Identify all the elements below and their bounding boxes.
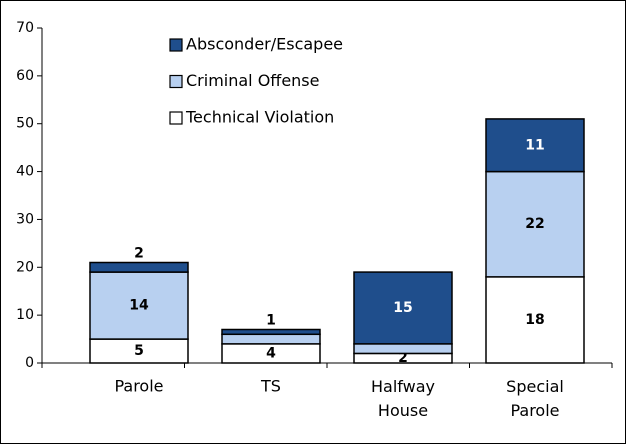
data-label: 14	[129, 298, 149, 314]
legend-swatch	[169, 38, 183, 52]
y-tick-label: 0	[25, 355, 34, 371]
legend-swatch	[169, 74, 183, 89]
legend-label: Absconder/Escapee	[186, 35, 343, 54]
x-tick-label-line: Special	[506, 377, 564, 396]
data-label: 5	[134, 343, 144, 359]
x-tick-label-line: Parole	[510, 401, 559, 420]
x-tick-label: Parole	[114, 377, 163, 396]
data-label: 11	[525, 137, 544, 153]
bar-segment	[221, 333, 321, 345]
bar-segment	[485, 118, 585, 173]
x-tick-label: TS	[260, 377, 281, 396]
bar-segment	[221, 328, 321, 336]
legend-label: Technical Violation	[185, 108, 334, 127]
data-label: 2	[398, 350, 408, 366]
x-tick-label: Halfway House	[371, 377, 435, 420]
x-tick-label-line: Halfway	[371, 377, 435, 396]
bar-segment	[353, 343, 453, 355]
data-label: 1	[266, 313, 276, 329]
bar-segment	[353, 271, 453, 345]
data-label: 22	[525, 216, 544, 232]
legend-swatch	[169, 111, 183, 125]
bar-segment	[89, 261, 189, 273]
data-label: 2	[134, 246, 144, 262]
y-tick-label: 40	[16, 164, 34, 180]
y-tick-label: 30	[16, 211, 34, 227]
legend-label: Criminal Offense	[186, 71, 319, 90]
y-tick-label: 10	[16, 307, 34, 323]
bar-segment	[485, 170, 585, 278]
x-tick-label-line: House	[378, 401, 428, 420]
bar-segment	[485, 276, 585, 364]
data-label: 18	[525, 312, 544, 328]
y-tick-label: 20	[16, 259, 34, 275]
y-tick-label: 70	[16, 20, 34, 36]
data-label: 15	[393, 300, 412, 316]
x-tick-label: Special Parole	[506, 377, 564, 420]
y-tick-label: 50	[16, 116, 34, 132]
data-label: 4	[266, 345, 276, 361]
y-tick-label: 60	[16, 68, 34, 84]
